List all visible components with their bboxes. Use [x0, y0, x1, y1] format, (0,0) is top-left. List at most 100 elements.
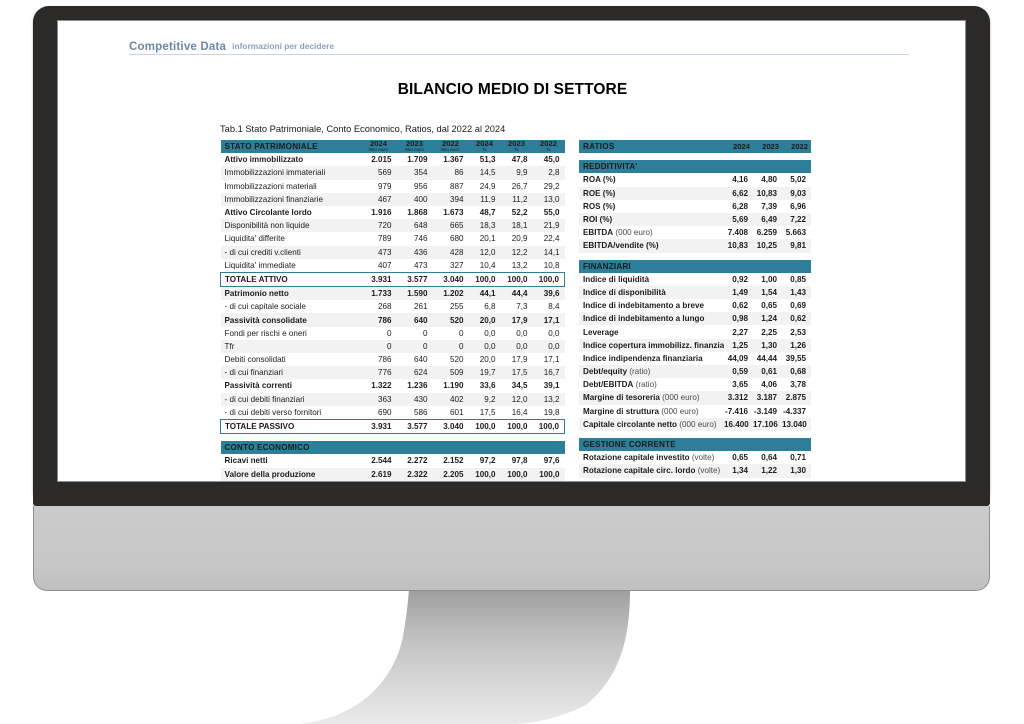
row-value: 17,5	[468, 405, 501, 420]
row-value: 0,59	[724, 365, 753, 379]
brand-name: Competitive Data	[129, 41, 227, 53]
monitor-chin	[33, 482, 990, 506]
row-value: 11,9	[468, 192, 501, 206]
row-value: 17,9	[500, 353, 533, 367]
table-spacer	[579, 430, 811, 438]
row-value: 11,2	[500, 192, 533, 206]
row-label: Liquidita' immediate	[220, 258, 361, 273]
ratios-table: RATIOS 2024 2023 2022 REDDITIVITA' ROA (%) 4,1…	[579, 140, 811, 481]
row-value: 48,7	[468, 205, 501, 220]
row-value: 0	[432, 326, 469, 340]
row-label: - di cui crediti v.clienti	[220, 245, 361, 259]
row-value: 786	[360, 313, 397, 327]
row-value: 0,0	[468, 326, 501, 340]
row-label: EBITDA (000 euro)	[579, 226, 724, 240]
row-value: 0	[396, 326, 433, 340]
row-value: 18,3	[468, 219, 501, 233]
row-value: -7.416	[724, 404, 753, 418]
row-value: 10,83	[724, 239, 753, 253]
row-value: 0,62	[782, 312, 811, 326]
row-value: 97,6	[532, 454, 565, 468]
row-value: 2,25	[753, 325, 782, 339]
column-header-year: 2022 Mio euro	[432, 140, 469, 154]
table-row: Indice di indebitamento a breve 0,62 0,65 0…	[579, 299, 811, 313]
row-value: 887	[432, 179, 469, 193]
row-label: Indice copertura immobilizz. finanziarie	[579, 338, 724, 352]
row-label: Passività correnti	[220, 379, 361, 393]
row-value: 39,6	[532, 286, 565, 301]
row-value: 100,0	[468, 271, 501, 288]
row-value: 10,25	[753, 239, 782, 253]
row-value: 52,2	[500, 205, 533, 220]
table-row: - di cui finanziari 776 624 509 19,7 17,5 16,7	[220, 366, 565, 380]
row-value: 6,96	[782, 199, 811, 213]
row-value: 3,78	[782, 378, 811, 392]
row-value: 100,0	[532, 271, 565, 288]
row-value: 3.187	[753, 391, 782, 405]
row-label: Indice di disponibilità	[579, 285, 724, 300]
row-value: 0,65	[753, 299, 782, 313]
row-value: 0,0	[532, 339, 565, 353]
table-row: Indice copertura immobilizz. finanziarie…	[579, 338, 811, 352]
row-value: 1,34	[724, 464, 753, 478]
row-value: 255	[432, 300, 469, 314]
row-label: Attivo immobilizzato	[220, 153, 361, 167]
row-value: 44,09	[724, 351, 753, 365]
column-header-year: 2023%	[500, 140, 533, 154]
table-row: Costi per materie1.6941.4641.39764,763,0…	[220, 480, 565, 481]
row-value: 1.709	[396, 153, 433, 167]
row-value: 1.673	[432, 205, 469, 220]
table-row: Rotazione capitale circ. lordo (volte) 1,…	[579, 464, 811, 478]
row-value: 95	[724, 477, 753, 481]
row-value: 0,85	[782, 272, 811, 286]
row-label: Patrimonio netto	[220, 286, 361, 301]
row-value: 363	[360, 392, 397, 406]
row-value: 1.464	[396, 480, 433, 481]
row-label: EBITDA/vendite (%)	[579, 239, 724, 253]
row-label-unit: (ratio)	[627, 367, 651, 377]
row-value: 2.152	[432, 454, 469, 468]
row-value: 3.040	[432, 418, 469, 435]
row-value: 44,1	[468, 286, 501, 301]
row-label: Indice di indebitamento a lungo	[579, 312, 724, 326]
row-value: 1,24	[753, 312, 782, 326]
table-row: Rotazione capitale investito (volte) 0,65…	[579, 451, 811, 465]
row-value: 0	[360, 339, 397, 353]
row-label: Indice di liquidità	[579, 272, 724, 286]
table-row: Passività correnti 1.322 1.236 1.190 33,6 34,…	[220, 379, 565, 393]
table-caption: Tab.1 Stato Patrimoniale, Conto Economic…	[220, 124, 506, 134]
row-label: Debiti consolidati	[220, 353, 361, 367]
row-value: 640	[396, 353, 433, 367]
row-value: 63,3	[532, 480, 565, 481]
row-value: 268	[360, 300, 397, 314]
row-label: Immobilizzazioni finanziarie	[220, 192, 361, 206]
table-row: Indice indipendenza finanziaria 44,09 44,4…	[579, 351, 811, 365]
row-value: 0,92	[724, 272, 753, 286]
row-value: 17,1	[532, 353, 565, 367]
row-value: 569	[360, 166, 397, 180]
row-value: 776	[360, 366, 397, 380]
row-value: 12,0	[500, 392, 533, 406]
table-row: Debt/equity (ratio) 0,59 0,61 0,68	[579, 365, 811, 379]
row-value: 2,27	[724, 325, 753, 339]
table-row: Attivo immobilizzato 2.015 1.709 1.367 51,3 4…	[220, 153, 565, 167]
row-value: 1,43	[782, 285, 811, 300]
row-label: Margine di tesoreria (000 euro)	[579, 391, 724, 405]
brand-header: Competitive Data informazioni per decider…	[129, 37, 909, 55]
table-row: Liquidita' differite 789 746 680 20,1 20,9 22,…	[220, 232, 565, 246]
row-value: 29,2	[532, 179, 565, 193]
row-value: 2,8	[532, 166, 565, 180]
row-value: 13.040	[782, 417, 811, 431]
row-value: 8,4	[532, 300, 565, 314]
table-row: Capitale circolante netto (000 euro) 16.4…	[579, 417, 811, 431]
row-value: 1.190	[432, 379, 469, 393]
row-value: 33,6	[468, 379, 501, 393]
row-value: 100,0	[468, 418, 501, 435]
row-label: Indice di indebitamento a breve	[579, 299, 724, 313]
row-value: 407	[360, 258, 397, 273]
row-value: 20,9	[500, 232, 533, 246]
row-value: 13,2	[532, 392, 565, 406]
row-label: Indice indipendenza finanziaria	[579, 351, 724, 365]
row-label: Leverage	[579, 325, 724, 339]
row-value: 10,83	[753, 186, 782, 200]
